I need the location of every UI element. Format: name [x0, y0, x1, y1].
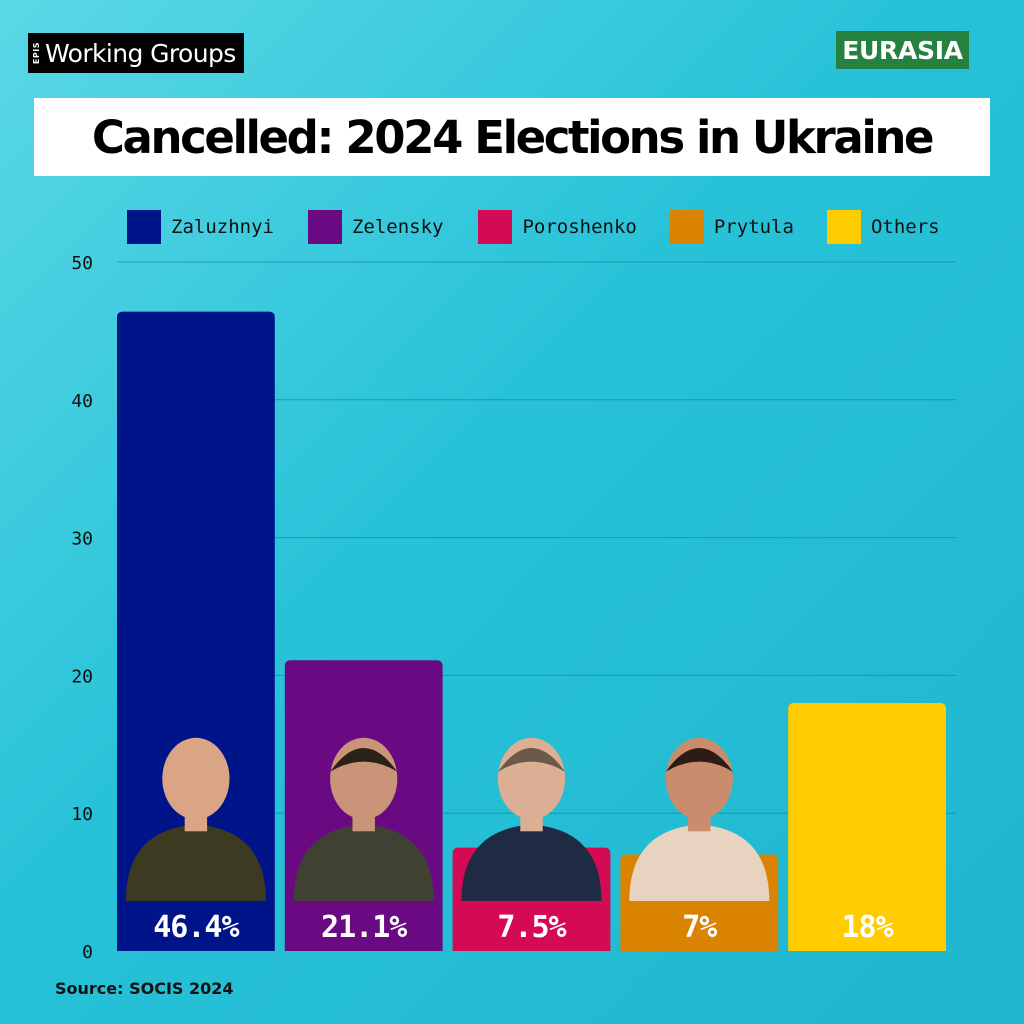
- portrait-head: [162, 737, 230, 820]
- portrait-body: [629, 824, 770, 901]
- portrait-zelensky: [293, 737, 434, 901]
- data-label: 21.1%: [321, 910, 407, 945]
- data-label: 7%: [682, 910, 717, 945]
- y-tick-label: 20: [71, 666, 93, 687]
- source-note: Source: SOCIS 2024: [55, 979, 234, 998]
- brand-logo: EPIS Working Groups: [28, 33, 244, 73]
- y-tick-label: 0: [82, 942, 93, 963]
- legend-swatch: [127, 210, 161, 244]
- legend-item: Prytula: [669, 210, 794, 244]
- portrait-prytula: [629, 737, 770, 901]
- legend-item: Poroshenko: [478, 210, 637, 244]
- portrait-hair: [665, 748, 733, 772]
- legend-item: Others: [826, 210, 940, 244]
- legend-swatch: [478, 210, 513, 244]
- legend-label: Poroshenko: [522, 216, 637, 238]
- chart-legend: Zaluzhnyi Zelensky Poroshenko Prytula Others: [127, 210, 940, 244]
- brand-logo-text: Working Groups: [45, 38, 236, 68]
- chart-title: Cancelled: 2024 Elections in Ukraine: [91, 110, 935, 164]
- legend-swatch: [669, 210, 704, 244]
- region-badge: EURASIA: [836, 31, 969, 69]
- y-tick-label: 10: [71, 804, 93, 825]
- legend-swatch: [307, 210, 342, 244]
- legend-label: Zelensky: [351, 216, 444, 238]
- data-label: 46.4%: [153, 910, 239, 945]
- portrait-poroshenko: [461, 737, 602, 901]
- legend-label: Zaluzhnyi: [171, 216, 274, 238]
- portrait-hair: [330, 748, 398, 772]
- legend-label: Prytula: [713, 216, 794, 238]
- legend-label: Others: [870, 216, 940, 238]
- legend-item: Zaluzhnyi: [127, 210, 274, 244]
- portrait-body: [293, 824, 434, 901]
- bar-others: [788, 702, 946, 951]
- y-tick-label: 30: [71, 529, 93, 550]
- legend-item: Zelensky: [307, 210, 444, 244]
- data-label: 7.5%: [497, 910, 566, 945]
- data-label: 18%: [842, 910, 894, 945]
- legend-swatch: [826, 210, 861, 244]
- y-tick-label: 40: [71, 391, 93, 412]
- portrait-body: [125, 824, 266, 901]
- y-tick-label: 50: [71, 253, 93, 274]
- bar-zaluzhnyi: [117, 311, 275, 951]
- portrait-zaluzhnyi: [125, 737, 266, 901]
- portrait-body: [461, 824, 602, 901]
- portrait-hair: [497, 748, 566, 772]
- title-box: Cancelled: 2024 Elections in Ukraine: [34, 98, 990, 176]
